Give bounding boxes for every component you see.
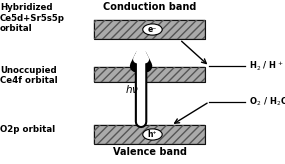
Text: e⁻: e⁻ [148,25,157,34]
Text: h⁺: h⁺ [148,130,157,139]
Bar [94,67,205,82]
Circle shape [143,129,162,140]
Text: $h\nu$: $h\nu$ [125,82,140,95]
Text: O2p orbital: O2p orbital [0,125,55,134]
Bar [94,67,205,82]
Text: Unoccupied
Ce4f orbital: Unoccupied Ce4f orbital [0,66,58,85]
Text: O$_2$ / H$_2$O: O$_2$ / H$_2$O [249,95,285,108]
Bar [94,20,205,39]
Text: Valence band: Valence band [113,147,187,157]
Bar [94,20,205,39]
Bar [94,125,205,144]
Text: Conduction band: Conduction band [103,2,196,12]
Text: Hybridized
Ce5d+Sr5s5p
orbital: Hybridized Ce5d+Sr5s5p orbital [0,3,65,33]
Text: H$_2$ / H$^+$: H$_2$ / H$^+$ [249,60,284,73]
Circle shape [143,24,162,35]
Bar [94,125,205,144]
